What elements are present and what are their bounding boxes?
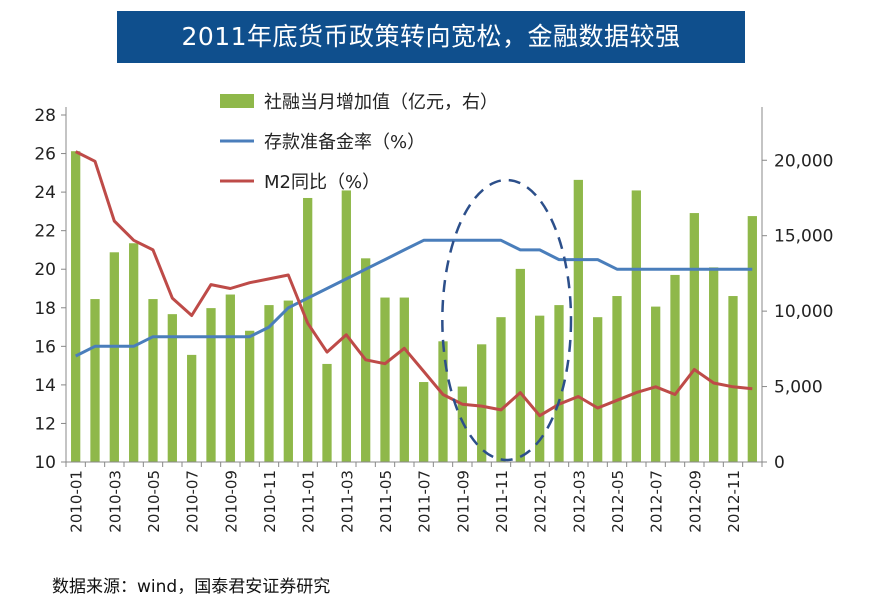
x-tick-label: 2012-03 — [570, 470, 588, 533]
bar-social-financing — [496, 317, 506, 462]
bar-social-financing — [245, 330, 255, 462]
legend-label: 存款准备金率（%） — [264, 132, 425, 153]
x-tick-label: 2012-07 — [648, 470, 666, 533]
x-tick-label: 2012-05 — [609, 470, 627, 533]
x-tick-label: 2012-11 — [725, 470, 743, 533]
combo-chart: 10 12 14 16 18 20 22 24 26 28 0 5,000 10,000 15,000 20… — [34, 92, 833, 533]
x-tick-label: 2010-11 — [261, 470, 279, 533]
bar-social-financing — [129, 243, 139, 462]
left-tick-label: 16 — [34, 337, 56, 357]
source-note: 数据来源：wind，国泰君安证券研究 — [52, 577, 331, 597]
legend-label: 社融当月增加值（亿元，右） — [264, 92, 498, 113]
highlight-ellipse — [441, 178, 573, 462]
bar-social-financing — [593, 317, 603, 462]
x-tick-label: 2011-05 — [377, 470, 395, 533]
x-tick-label: 2010-09 — [222, 470, 240, 533]
bar-social-financing — [303, 197, 313, 462]
bar-social-financing — [225, 294, 235, 462]
bar-social-financing — [341, 190, 351, 462]
x-tick-label: 2010-07 — [184, 470, 202, 533]
right-tick-label: 5,000 — [774, 378, 823, 398]
right-tick-label: 15,000 — [774, 227, 833, 247]
bar-social-financing — [728, 296, 738, 462]
bar-social-financing — [187, 354, 197, 462]
chart-title-banner: 2011年底货币政策转向宽松，金融数据较强 — [117, 11, 745, 63]
bar-social-financing — [670, 274, 680, 462]
left-tick-label: 28 — [34, 106, 56, 126]
bar-social-financing — [167, 314, 177, 462]
bar-social-financing — [109, 252, 119, 462]
bar-social-financing — [535, 315, 545, 462]
bar-social-financing — [438, 341, 448, 462]
right-tick-label: 0 — [774, 453, 785, 473]
right-tick-label: 10,000 — [774, 302, 833, 322]
left-tick-label: 20 — [34, 260, 56, 280]
bar-social-financing — [457, 386, 467, 462]
bar-social-financing — [90, 299, 100, 462]
x-tick-label: 2011-01 — [300, 470, 318, 533]
bar-social-financing — [689, 213, 699, 462]
bar-social-financing — [380, 297, 390, 462]
left-tick-label: 12 — [34, 414, 56, 434]
left-tick-label: 10 — [34, 453, 56, 473]
x-tick-label: 2012-09 — [686, 470, 704, 533]
bar-social-financing — [264, 305, 274, 462]
bar-social-financing — [612, 296, 622, 462]
bar-social-financing — [477, 344, 487, 462]
left-tick-label: 18 — [34, 299, 56, 319]
bar-social-financing — [399, 297, 409, 462]
line-m2-yoy — [75, 150, 753, 418]
x-tick-label: 2012-01 — [532, 470, 550, 533]
left-tick-label: 24 — [34, 183, 56, 203]
x-tick-label: 2011-07 — [416, 470, 434, 533]
legend-label: M2同比（%） — [264, 172, 380, 193]
bar-social-financing — [419, 382, 429, 462]
x-tick-label: 2011-03 — [338, 470, 356, 533]
bar-social-financing — [206, 308, 216, 462]
bar-social-financing — [573, 179, 583, 463]
bar-social-financing — [709, 267, 719, 462]
left-tick-label: 14 — [34, 376, 56, 396]
x-tick-label: 2010-05 — [145, 470, 163, 533]
legend-swatch-bars — [220, 94, 254, 108]
x-tick-label: 2011-09 — [454, 470, 472, 533]
bar-social-financing — [148, 299, 158, 462]
bar-social-financing — [283, 300, 293, 462]
line-reserve-ratio — [75, 238, 753, 358]
chart-area: 10 12 14 16 18 20 22 24 26 28 0 5,000 10,000 15,000 20… — [0, 70, 869, 570]
x-tick-label: 2010-03 — [106, 470, 124, 533]
bar-social-financing — [651, 306, 661, 462]
x-tick-label: 2011-11 — [493, 470, 511, 533]
left-tick-label: 22 — [34, 222, 56, 242]
bar-social-financing — [631, 190, 641, 462]
bar-social-financing — [554, 305, 564, 462]
x-tick-label: 2010-01 — [68, 470, 86, 533]
bar-social-financing — [747, 216, 757, 462]
bar-social-financing — [515, 268, 525, 462]
left-tick-label: 26 — [34, 145, 56, 165]
bar-social-financing — [322, 363, 332, 462]
right-tick-label: 20,000 — [774, 151, 833, 171]
bar-social-financing — [71, 151, 81, 463]
